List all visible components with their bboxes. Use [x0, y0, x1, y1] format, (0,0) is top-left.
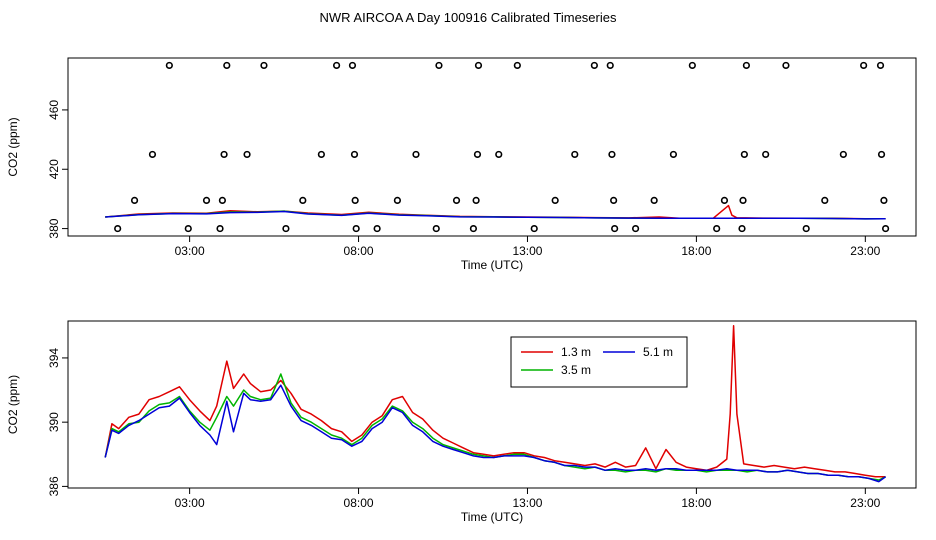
calibration-marker [352, 224, 360, 233]
calibration-marker [713, 224, 721, 233]
top-y-tick-label: 380 [47, 218, 61, 238]
calibration-marker [876, 61, 885, 70]
legend-box [510, 336, 688, 388]
series-line-5-1m [105, 210, 886, 220]
calibration-marker [472, 196, 480, 204]
calibration-marker [495, 150, 503, 159]
calibration-marker [821, 196, 829, 204]
calibration-marker [631, 224, 640, 233]
calibration-marker [332, 61, 341, 70]
calibration-marker [216, 224, 224, 233]
calibration-marker [184, 224, 192, 233]
calibration-marker [348, 61, 357, 70]
top-y-tick-label: 420 [47, 159, 61, 179]
calibration-marker [148, 150, 157, 159]
series-line-5-1m [104, 384, 887, 483]
top-panel: 03:00 08:00 13:00 18:00 23:00 380 420 460 Time (… [6, 57, 917, 272]
calibration-marker [435, 61, 443, 70]
calibration-marker [299, 196, 307, 204]
calibration-marker [114, 224, 122, 233]
chart-legend: 1.3 m 5.1 m 3.5 m [510, 336, 688, 388]
calibration-marker [606, 61, 614, 70]
figure-title: NWR AIRCOA A Day 100916 Calibrated Times… [320, 10, 617, 25]
calibration-marker [220, 150, 228, 159]
legend-label: 3.5 m [561, 363, 591, 377]
calibration-marker [839, 150, 847, 159]
calibration-marker [590, 61, 598, 70]
calibration-marker [877, 150, 886, 159]
calibration-marker [351, 196, 359, 204]
calibration-marker [571, 150, 579, 159]
calibration-marker [223, 61, 231, 70]
calibration-marker [350, 150, 359, 159]
calibration-marker [282, 224, 290, 233]
legend-label: 5.1 m [643, 345, 673, 359]
calibration-marker [317, 150, 325, 159]
bottom-x-tick-label: 13:00 [512, 496, 542, 510]
calibration-marker [412, 150, 420, 159]
top-x-tick-label: 08:00 [344, 244, 374, 258]
bottom-y-axis-label: CO2 (ppm) [6, 375, 20, 434]
calibration-marker [473, 150, 482, 159]
calibration-marker [881, 224, 890, 233]
calibration-marker [202, 196, 211, 204]
bottom-x-axis-label: Time (UTC) [461, 510, 523, 524]
top-x-tick-label: 03:00 [175, 244, 205, 258]
calibration-marker [739, 196, 747, 204]
calibration-marker [260, 61, 268, 70]
calibration-marker [551, 196, 559, 204]
bottom-y-tick-label: 394 [47, 348, 61, 368]
bottom-y-tick-label: 390 [47, 412, 61, 432]
calibration-marker [720, 196, 729, 204]
bottom-plot-frame [67, 320, 917, 489]
calibration-marker [782, 61, 790, 70]
top-plot-frame [67, 57, 917, 237]
calibration-marker [688, 61, 696, 70]
calibration-marker [608, 150, 616, 159]
bottom-panel: 03:00 08:00 13:00 18:00 23:00 386 390 394 Time (… [6, 320, 917, 524]
calibration-marker [740, 150, 748, 159]
top-x-tick-label: 18:00 [681, 244, 711, 258]
calibration-marker [610, 196, 618, 204]
bottom-x-tick-label: 03:00 [175, 496, 205, 510]
calibration-marker [469, 224, 478, 233]
calibration-marker [742, 61, 751, 70]
calibration-marker [669, 150, 678, 159]
calibration-marker [860, 61, 868, 70]
bottom-x-tick-label: 23:00 [850, 496, 880, 510]
calibration-marker [738, 224, 746, 233]
series-line-1-3m [104, 325, 886, 478]
bottom-x-tick-label: 18:00 [681, 496, 711, 510]
calibration-marker [432, 224, 440, 233]
top-x-tick-label: 23:00 [850, 244, 880, 258]
calibration-marker [130, 196, 139, 204]
legend-label: 1.3 m [561, 345, 591, 359]
calibration-marker [762, 150, 770, 159]
calibration-marker [474, 61, 483, 70]
bottom-plot-area [104, 325, 887, 483]
calibration-marker [530, 224, 538, 233]
calibration-marker [513, 61, 521, 70]
top-y-axis-label: CO2 (ppm) [6, 117, 20, 176]
calibration-marker [218, 196, 226, 204]
top-x-axis-label: Time (UTC) [461, 258, 523, 272]
bottom-y-tick-label: 386 [47, 476, 61, 496]
bottom-x-tick-label: 08:00 [344, 496, 374, 510]
calibration-marker [452, 196, 461, 204]
calibration-marker [611, 224, 619, 233]
calibration-marker [165, 61, 173, 70]
top-plot-area [105, 61, 890, 233]
calibration-marker [243, 150, 251, 159]
calibration-marker [373, 224, 381, 233]
calibration-marker [650, 196, 658, 204]
calibration-marker [802, 224, 810, 233]
top-y-tick-label: 460 [47, 100, 61, 120]
calibration-marker [880, 196, 888, 204]
calibration-marker [393, 196, 402, 204]
top-x-tick-label: 13:00 [512, 244, 542, 258]
series-line-3-5m [104, 373, 886, 481]
